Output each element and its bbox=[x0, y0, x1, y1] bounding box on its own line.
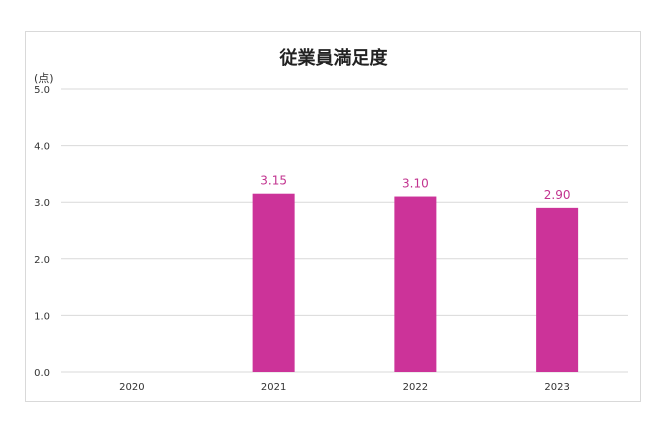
x-tick-label: 2020 bbox=[119, 382, 144, 393]
y-tick-label: 1.0 bbox=[34, 311, 50, 322]
data-label-2021: 3.15 bbox=[260, 174, 287, 188]
y-axis-unit-label: (点) bbox=[34, 72, 54, 85]
chart-title: 従業員満足度 bbox=[279, 48, 388, 69]
x-tick-label: 2022 bbox=[403, 382, 428, 393]
y-tick-label: 4.0 bbox=[34, 142, 50, 153]
x-tick-label: 2021 bbox=[261, 382, 286, 393]
y-tick-label: 5.0 bbox=[34, 85, 50, 96]
x-tick-label: 2023 bbox=[544, 382, 569, 393]
data-label-2023: 2.90 bbox=[544, 188, 571, 202]
y-tick-label: 3.0 bbox=[34, 198, 50, 209]
bar-2021 bbox=[252, 193, 295, 372]
data-label-2022: 3.10 bbox=[402, 177, 429, 191]
y-tick-label: 2.0 bbox=[34, 255, 50, 266]
bar-2022 bbox=[394, 196, 437, 372]
y-tick-label: 0.0 bbox=[34, 368, 50, 379]
bar-2023 bbox=[536, 207, 579, 372]
